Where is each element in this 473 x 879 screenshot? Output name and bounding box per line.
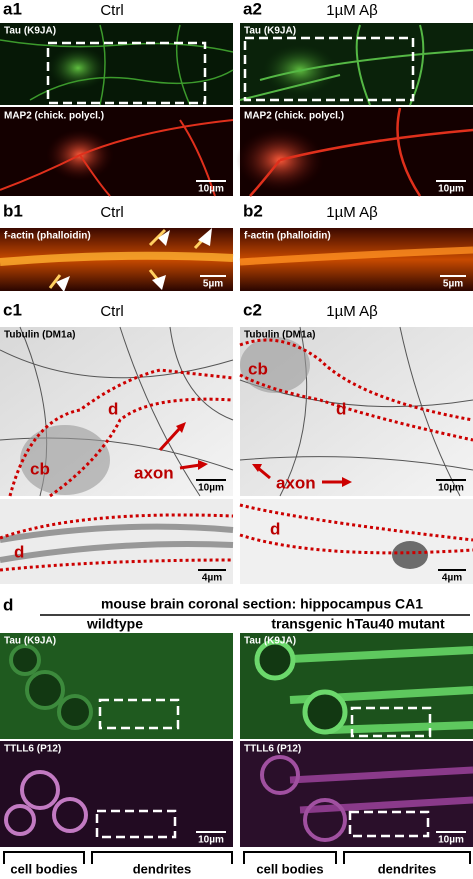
region-label: dendrites — [133, 861, 192, 876]
image-c2 — [239, 326, 473, 497]
annotation: axon — [134, 463, 174, 482]
stain-label: Tubulin (DM1a) — [244, 330, 315, 341]
scale-label: 4µm — [442, 573, 462, 584]
stain-label: Tau (K9JA) — [244, 26, 296, 37]
condition: Ctrl — [100, 2, 123, 19]
section-title: mouse brain coronal section: hippocampus… — [101, 596, 423, 612]
image-c2-zoom — [239, 499, 473, 584]
annotation: cb — [248, 359, 268, 378]
image-a2-map2 — [236, 107, 473, 197]
scale-label: 10µm — [438, 184, 464, 195]
scale-label: 10µm — [438, 835, 464, 846]
stain-label: Tau (K9JA) — [244, 636, 296, 647]
annotation: d — [14, 542, 24, 561]
image-d-tg-ttll6 — [240, 741, 473, 847]
annotation: cb — [30, 459, 50, 478]
stain-label: Tau (K9JA) — [4, 26, 56, 37]
condition: Ctrl — [100, 303, 123, 320]
condition: 1µM Aβ — [326, 204, 378, 221]
image-a1-tau — [0, 23, 234, 106]
panel-label: c2 — [243, 300, 262, 319]
annotation: d — [270, 519, 280, 538]
panel-label: a1 — [3, 0, 22, 18]
region-label: cell bodies — [10, 861, 77, 876]
annotation: d — [336, 399, 346, 418]
stain-label: TTLL6 (P12) — [244, 744, 301, 755]
image-d-wt-tau — [0, 633, 233, 739]
image-c1 — [0, 326, 234, 498]
annotation: axon — [276, 473, 316, 492]
scale-label: 10µm — [198, 184, 224, 195]
stain-label: Tubulin (DM1a) — [4, 330, 75, 341]
image-d-tg-tau — [240, 633, 473, 739]
scale-label: 10µm — [438, 483, 464, 494]
panel-label: c1 — [3, 300, 22, 319]
annotation: d — [108, 399, 118, 418]
image-a1-map2 — [0, 107, 234, 197]
region-brackets — [3, 851, 471, 864]
image-a2-tau — [239, 23, 473, 106]
stain-label: f-actin (phalloidin) — [4, 231, 91, 242]
scale-label: 5µm — [443, 279, 463, 290]
condition: 1µM Aβ — [326, 2, 378, 19]
stain-label: TTLL6 (P12) — [4, 744, 61, 755]
condition: 1µM Aβ — [326, 303, 378, 320]
condition: Ctrl — [100, 204, 123, 221]
panel-label: a2 — [243, 0, 262, 18]
genotype: wildtype — [86, 616, 143, 632]
scale-label: 10µm — [198, 835, 224, 846]
genotype: transgenic hTau40 mutant — [271, 616, 445, 632]
panel-label: b2 — [243, 201, 263, 220]
panel-label: b1 — [3, 201, 23, 220]
stain-label: MAP2 (chick. polycl.) — [4, 111, 104, 122]
stain-label: Tau (K9JA) — [4, 636, 56, 647]
image-b1 — [0, 228, 234, 292]
image-c1-zoom — [0, 499, 234, 584]
region-label: dendrites — [378, 861, 437, 876]
scale-label: 4µm — [202, 573, 222, 584]
panel-label: d — [3, 595, 13, 614]
image-b2 — [239, 228, 473, 291]
image-d-wt-ttll6 — [0, 741, 233, 847]
region-label: cell bodies — [256, 861, 323, 876]
stain-label: MAP2 (chick. polycl.) — [244, 111, 344, 122]
scale-label: 5µm — [203, 279, 223, 290]
scale-label: 10µm — [198, 483, 224, 494]
stain-label: f-actin (phalloidin) — [244, 231, 331, 242]
